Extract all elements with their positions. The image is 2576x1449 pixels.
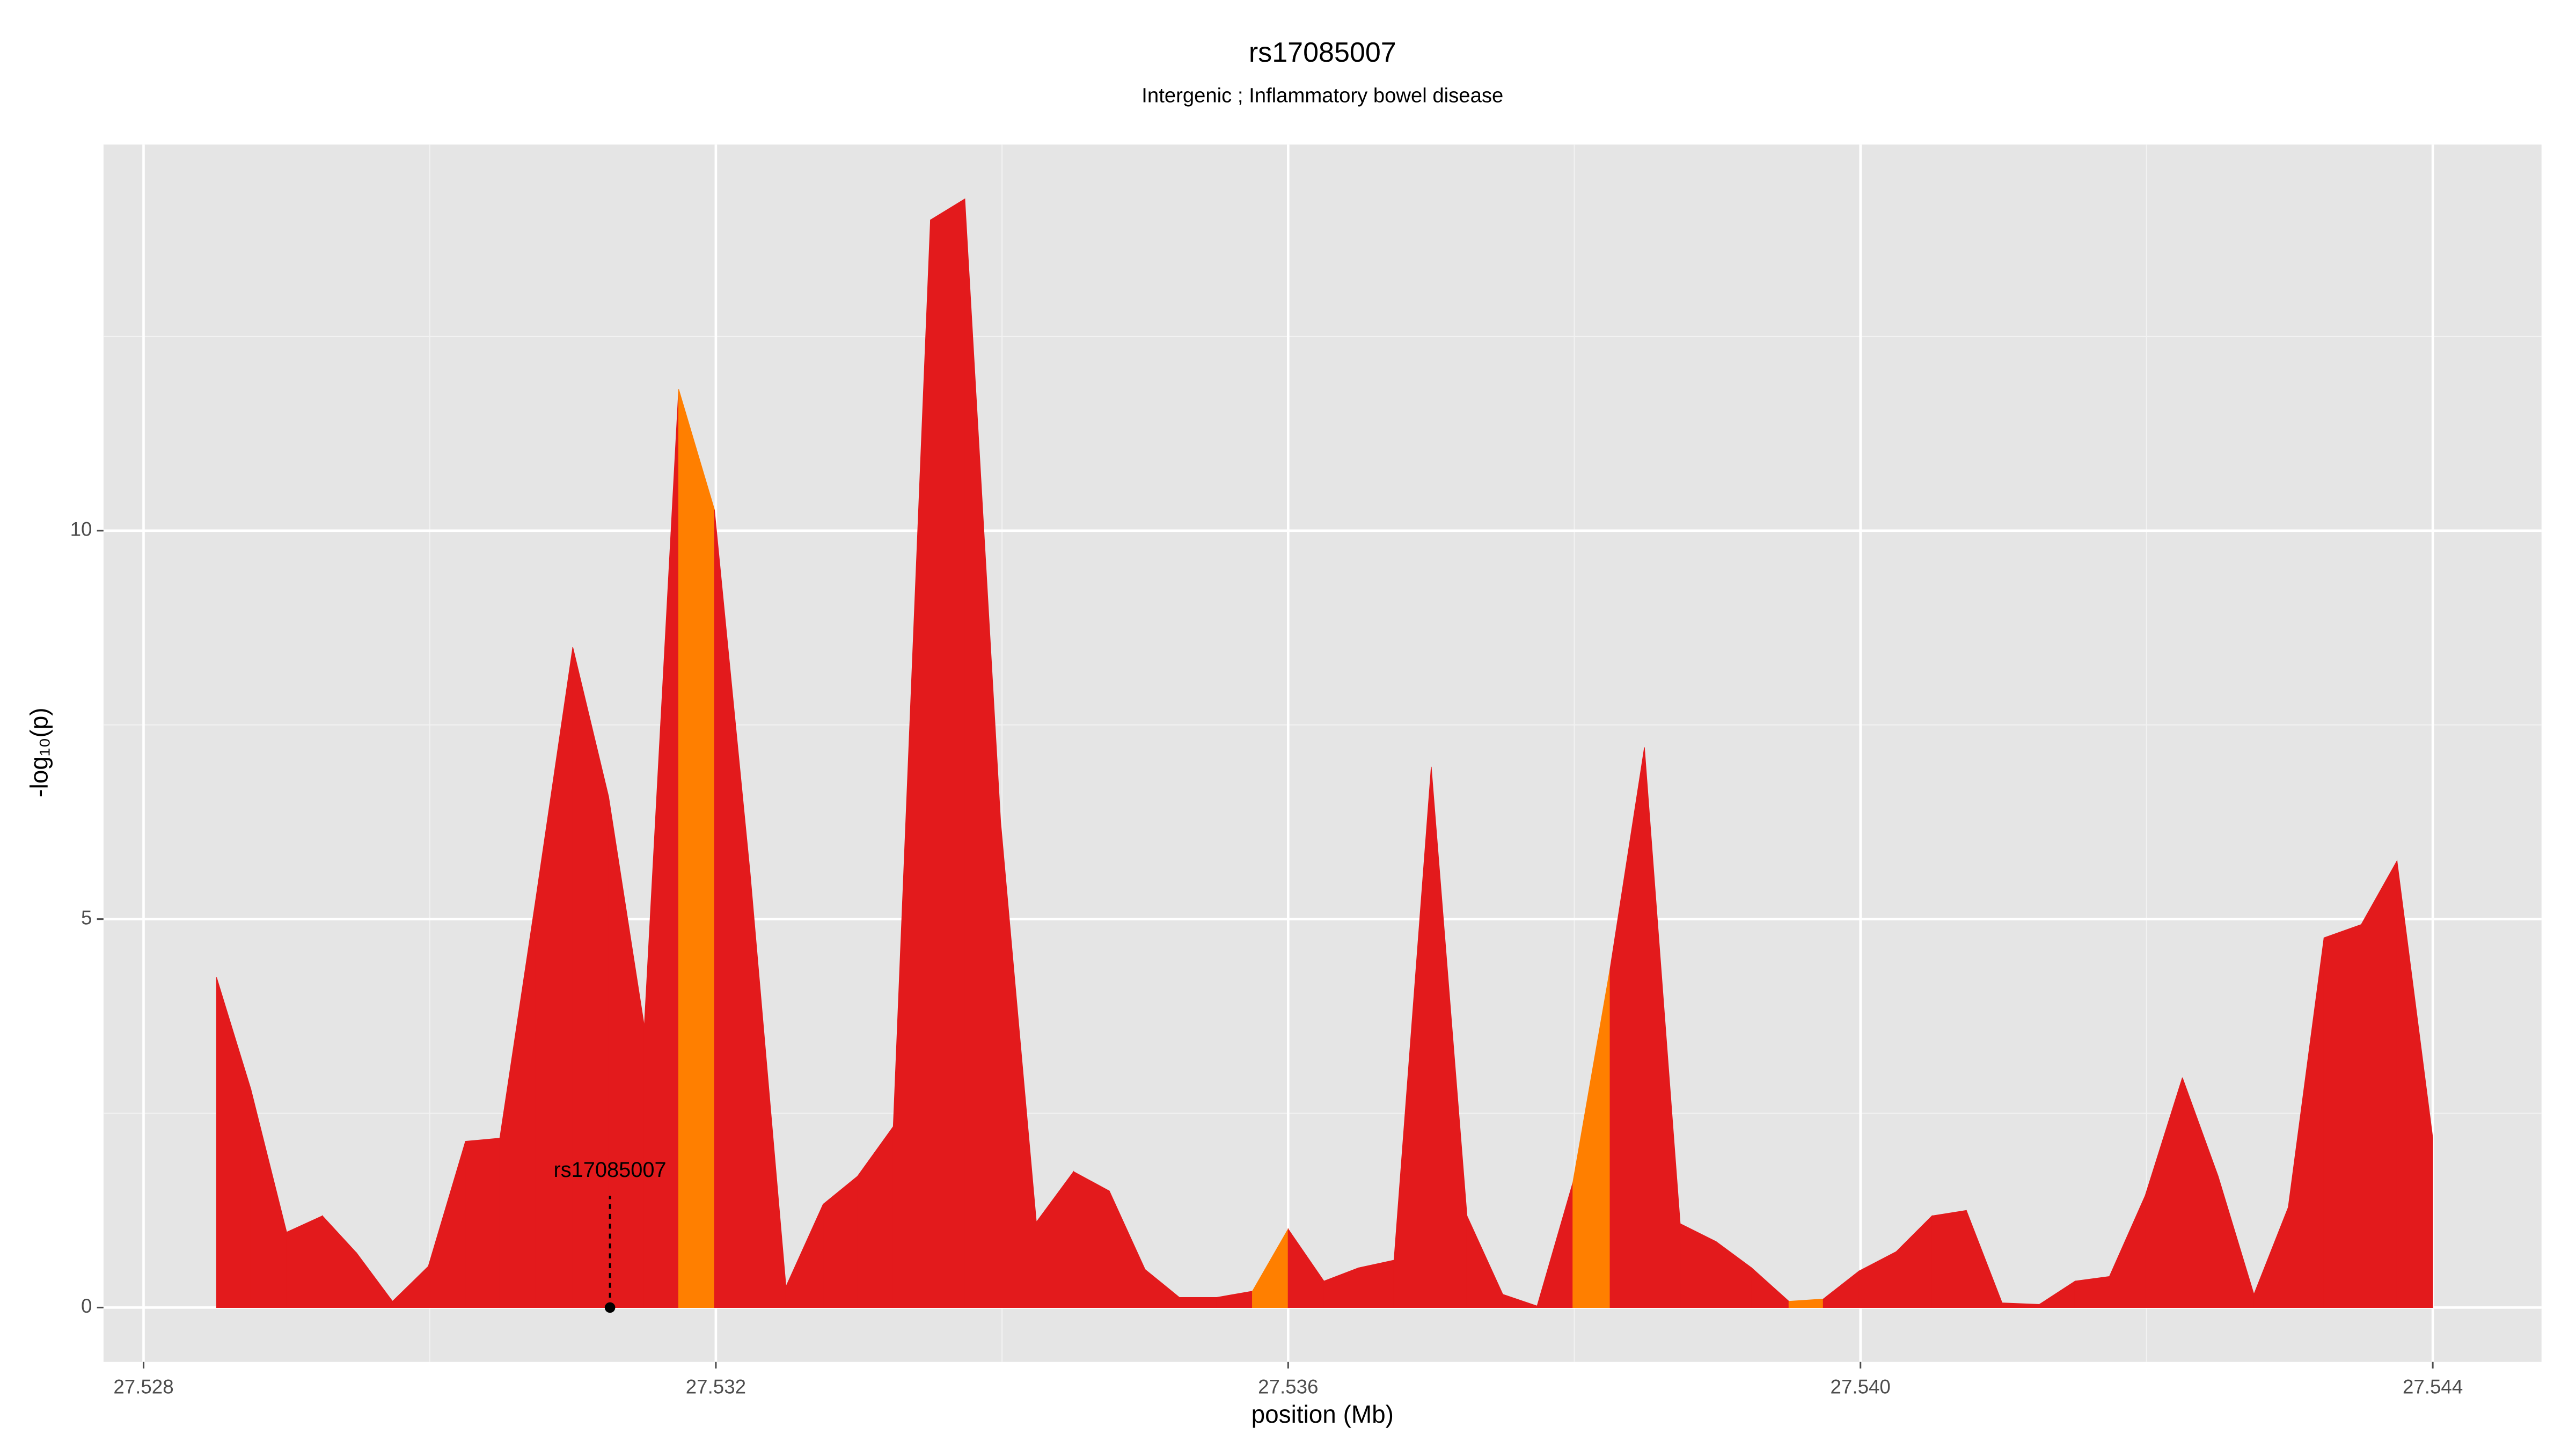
x-tick-label: 27.544	[2403, 1375, 2463, 1397]
y-tick-label: 5	[81, 906, 92, 928]
area-segment	[1073, 1171, 1110, 1308]
area-segment	[930, 198, 965, 1308]
y-tick-label: 10	[70, 518, 92, 540]
area-segment	[1931, 1210, 1967, 1308]
x-tick-label: 27.532	[686, 1375, 746, 1397]
y-tick-label: 0	[81, 1295, 92, 1317]
annotation-label: rs17085007	[554, 1158, 667, 1182]
area-segment	[2396, 860, 2433, 1308]
x-axis-label: position (Mb)	[1252, 1400, 1394, 1428]
area-segment	[2361, 859, 2398, 1308]
y-axis-label: -log₁₀(p)	[25, 707, 53, 797]
area-segment	[2074, 1276, 2110, 1308]
annotation-point	[604, 1302, 616, 1313]
chart-title: rs17085007	[1249, 37, 1396, 68]
chart-subtitle: Intergenic ; Inflammatory bowel disease	[1141, 84, 1503, 107]
area-segment	[1179, 1297, 1217, 1308]
x-tick-label: 27.536	[1258, 1375, 1318, 1397]
area-segment	[465, 1138, 500, 1308]
area-segment	[1358, 1260, 1395, 1308]
x-tick-label: 27.528	[113, 1375, 173, 1397]
area-segment	[2323, 924, 2362, 1308]
area-segment	[678, 389, 715, 1308]
area-segment	[286, 1215, 323, 1308]
x-tick-label: 27.540	[1831, 1375, 1891, 1397]
